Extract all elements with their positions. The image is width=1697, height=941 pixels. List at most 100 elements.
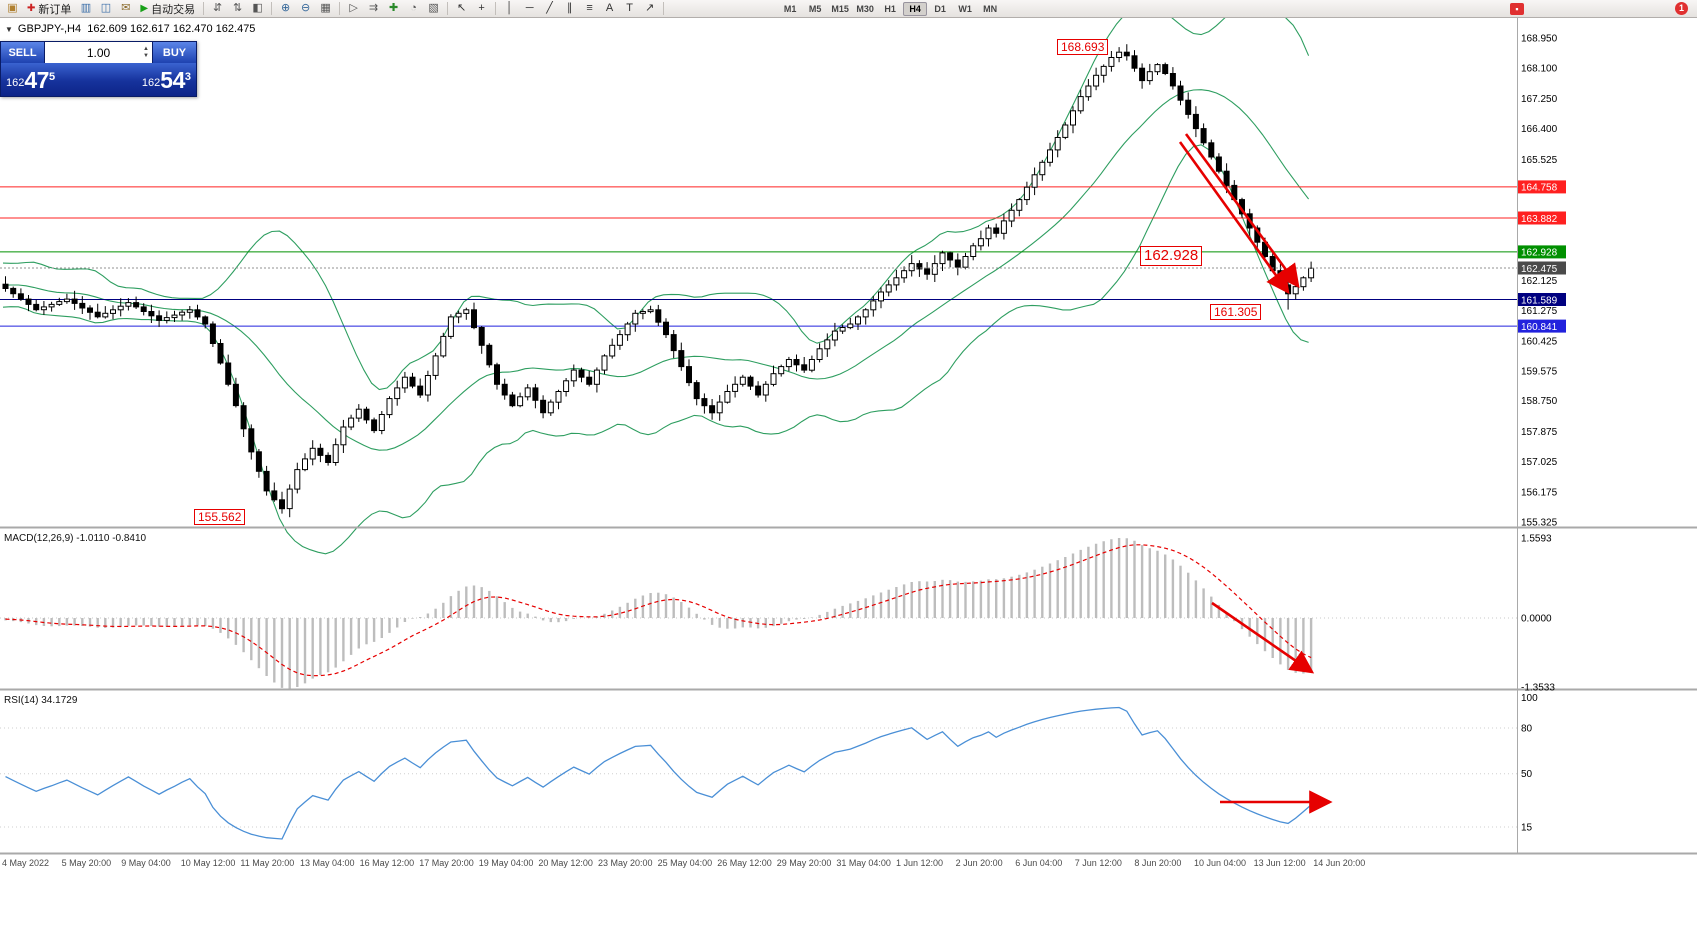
panel-separators[interactable] bbox=[0, 526, 1697, 855]
svg-text:155.325: 155.325 bbox=[1521, 518, 1558, 529]
trendline-icon[interactable]: ╱ bbox=[546, 2, 553, 14]
rsi-indicator-label: RSI(14) 34.1729 bbox=[4, 695, 78, 706]
svg-text:80: 80 bbox=[1521, 724, 1533, 735]
svg-text:161.275: 161.275 bbox=[1521, 306, 1558, 317]
sell-button[interactable]: SELL bbox=[1, 42, 44, 63]
svg-text:14 Jun 20:00: 14 Jun 20:00 bbox=[1313, 858, 1365, 868]
svg-text:165.525: 165.525 bbox=[1521, 155, 1558, 166]
trend-arrows bbox=[1178, 133, 1333, 814]
toolbar-separator bbox=[495, 2, 497, 15]
volume-input[interactable]: 1.00 ▲ ▼ bbox=[44, 42, 153, 63]
crosshair-icon[interactable]: + bbox=[478, 2, 485, 14]
svg-text:0.0000: 0.0000 bbox=[1521, 614, 1552, 625]
volume-decrease-button[interactable]: ▼ bbox=[143, 52, 149, 59]
timeframe-button-mn[interactable]: MN bbox=[983, 3, 998, 14]
svg-text:23 May 20:00: 23 May 20:00 bbox=[598, 858, 653, 868]
buy-price-prefix: 162 bbox=[141, 76, 161, 89]
svg-text:19 May 04:00: 19 May 04:00 bbox=[479, 858, 534, 868]
horizontal-line-icon[interactable]: ─ bbox=[525, 2, 534, 14]
timeframe-button-m5[interactable]: M5 bbox=[808, 3, 822, 14]
svg-text:20 May 12:00: 20 May 12:00 bbox=[538, 858, 593, 868]
svg-text:157.025: 157.025 bbox=[1521, 457, 1558, 468]
svg-text:50: 50 bbox=[1521, 769, 1533, 780]
buy-price-pip: 3 bbox=[184, 70, 191, 83]
volume-increase-button[interactable]: ▲ bbox=[143, 45, 149, 52]
toolbar-separator bbox=[271, 2, 273, 15]
tile-windows-icon[interactable]: ⇅ bbox=[232, 2, 243, 14]
news-indicator-icon[interactable]: ▪ bbox=[1510, 2, 1524, 15]
toolbar-separator bbox=[663, 2, 665, 15]
step-forward-icon[interactable]: ▷ bbox=[349, 2, 358, 14]
svg-text:29 May 20:00: 29 May 20:00 bbox=[777, 858, 832, 868]
one-click-collapse-icon[interactable]: ▼ bbox=[5, 24, 13, 34]
alerts-badge[interactable]: 1 bbox=[1675, 2, 1688, 15]
toolbar-separator bbox=[339, 2, 341, 15]
one-click-trading-panel: SELL 1.00 ▲ ▼ BUY 162 47 5 162 54 3 bbox=[0, 41, 197, 97]
svg-text:8 Jun 20:00: 8 Jun 20:00 bbox=[1134, 858, 1181, 868]
timeframe-button-h4[interactable]: H4 bbox=[903, 1, 928, 16]
volume-value: 1.00 bbox=[86, 45, 111, 60]
new-order-button[interactable]: ✚ 新订单 bbox=[23, 1, 75, 16]
toolbar-separator bbox=[203, 2, 205, 15]
svg-text:159.575: 159.575 bbox=[1521, 367, 1558, 378]
timeframe-button-m30[interactable]: M30 bbox=[856, 3, 874, 14]
zoom-out-icon[interactable]: ⊖ bbox=[300, 2, 311, 14]
arrange-icon[interactable]: ◧ bbox=[252, 2, 263, 14]
autotrading-button[interactable]: ▶ 自动交易 bbox=[136, 1, 199, 16]
macd-axis: 1.5593 0.0000 -1.3533 bbox=[1521, 534, 1555, 694]
periods-icon[interactable]: ◔ bbox=[410, 2, 417, 14]
channel-icon[interactable]: ∥ bbox=[566, 2, 573, 14]
timeframe-button-h1[interactable]: H1 bbox=[884, 3, 896, 14]
svg-text:160.841: 160.841 bbox=[1521, 322, 1558, 333]
timeframe-button-w1[interactable]: W1 bbox=[958, 3, 972, 14]
new-chart-icon[interactable]: ▣ bbox=[7, 2, 18, 14]
svg-text:100: 100 bbox=[1521, 693, 1538, 704]
svg-text:31 May 04:00: 31 May 04:00 bbox=[836, 858, 891, 868]
svg-text:1 Jun 12:00: 1 Jun 12:00 bbox=[896, 858, 943, 868]
svg-text:162.475: 162.475 bbox=[1521, 264, 1558, 275]
cascade-windows-icon[interactable]: ⇵ bbox=[212, 2, 223, 14]
svg-text:168.950: 168.950 bbox=[1521, 34, 1558, 45]
vertical-line-icon[interactable]: │ bbox=[506, 2, 514, 14]
templates-icon[interactable]: ▧ bbox=[428, 2, 439, 14]
new-order-icon: ✚ bbox=[27, 3, 36, 14]
text-icon[interactable]: A bbox=[605, 2, 614, 14]
buy-button[interactable]: BUY bbox=[153, 42, 196, 63]
cursor-icon[interactable]: ↖ bbox=[456, 2, 467, 14]
market-watch-icon[interactable]: ▥ bbox=[80, 2, 92, 14]
arrows-tool-icon[interactable]: ↗ bbox=[644, 2, 655, 14]
symbol-quote-line: ▼ GBPJPY-,H4 162.609 162.617 162.470 162… bbox=[5, 23, 255, 35]
svg-text:25 May 04:00: 25 May 04:00 bbox=[658, 858, 713, 868]
zoom-in-icon[interactable]: ⊕ bbox=[280, 2, 291, 14]
svg-text:6 Jun 04:00: 6 Jun 04:00 bbox=[1015, 858, 1062, 868]
navigator-icon[interactable]: ◫ bbox=[100, 2, 112, 14]
macd-histogram bbox=[4, 538, 1313, 690]
terminal-icon[interactable]: ✉ bbox=[121, 2, 131, 14]
time-axis[interactable]: 4 May 2022 5 May 20:00 9 May 04:00 10 May 1… bbox=[2, 858, 1365, 868]
svg-text:162.125: 162.125 bbox=[1521, 276, 1558, 287]
fibonacci-icon[interactable]: ≡ bbox=[586, 2, 593, 14]
autotrading-icon: ▶ bbox=[140, 3, 149, 14]
timeframe-button-m1[interactable]: M1 bbox=[783, 3, 797, 14]
rsi-panel bbox=[0, 706, 1517, 840]
timeframe-button-m15[interactable]: M15 bbox=[831, 3, 849, 14]
grid-icon[interactable]: ▦ bbox=[320, 2, 331, 14]
svg-text:9 May 04:00: 9 May 04:00 bbox=[121, 858, 171, 868]
timeframe-button-d1[interactable]: D1 bbox=[934, 3, 946, 14]
sell-price-prefix: 162 bbox=[6, 76, 25, 89]
svg-text:161.589: 161.589 bbox=[1521, 295, 1558, 306]
add-indicator-icon[interactable]: ✚ bbox=[388, 2, 399, 14]
svg-text:166.400: 166.400 bbox=[1521, 124, 1558, 135]
auto-scroll-icon[interactable]: ⇉ bbox=[368, 2, 379, 14]
label-icon[interactable]: T bbox=[626, 2, 633, 14]
price-annotation: 161.305 bbox=[1210, 304, 1262, 321]
quote-text: GBPJPY-,H4 162.609 162.617 162.470 162.4… bbox=[17, 23, 256, 35]
sell-price-button[interactable]: 162 47 5 bbox=[6, 67, 55, 93]
price-axis[interactable]: 168.950 168.100 167.250 166.400 165.525 162.1… bbox=[1518, 34, 1566, 529]
buy-price-button[interactable]: 162 54 3 bbox=[142, 67, 191, 93]
trade-panel-price-row: 162 47 5 162 54 3 bbox=[1, 63, 196, 96]
svg-text:7 Jun 12:00: 7 Jun 12:00 bbox=[1075, 858, 1122, 868]
macd-indicator-label: MACD(12,26,9) -1.0110 -0.8410 bbox=[4, 533, 147, 544]
